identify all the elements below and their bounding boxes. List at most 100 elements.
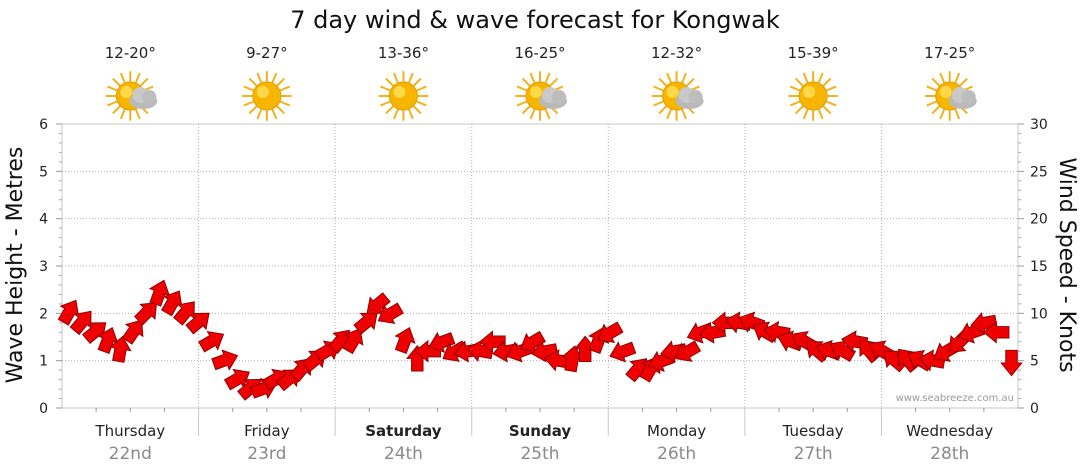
wind-arrow — [133, 302, 158, 326]
sun-ray — [959, 78, 968, 87]
wind-arrow — [982, 320, 1010, 344]
sun-ray — [408, 108, 414, 120]
sun-icon — [788, 71, 839, 121]
temperature-range: 16-25° — [514, 44, 565, 62]
sun-ray — [939, 72, 945, 84]
sun-ray — [802, 72, 809, 84]
wind-arrow — [97, 326, 119, 354]
day-name: Thursday — [94, 422, 165, 440]
sun-ray — [112, 105, 121, 114]
sun-ray — [416, 100, 427, 107]
sun-ray — [393, 108, 399, 120]
day-name: Sunday — [509, 422, 572, 440]
sun-ray — [658, 105, 667, 114]
sun-ray — [135, 72, 141, 84]
sun-ray — [243, 85, 254, 92]
sun-ray — [681, 108, 687, 120]
sun-ray — [817, 108, 824, 120]
right-axis-label: Wind Speed - Knots — [1054, 157, 1079, 372]
sun-ray — [120, 108, 126, 120]
day-date: 27th — [794, 444, 833, 464]
wind-arrow — [970, 311, 998, 335]
sun-highlight — [393, 86, 406, 98]
sun-ray — [413, 78, 422, 87]
sun-ray — [544, 72, 551, 84]
sun-ray — [666, 72, 672, 84]
day-date: 24th — [384, 444, 423, 464]
wind-arrow — [185, 312, 210, 335]
wind-arrow — [109, 335, 132, 363]
temperature-range: 17-25° — [924, 44, 975, 62]
wind-arrow — [573, 335, 597, 363]
sun-ray — [802, 108, 809, 120]
wind-arrow — [561, 345, 584, 373]
sun-ray — [248, 78, 258, 87]
sun-ray — [939, 108, 945, 120]
sun-ray — [817, 72, 824, 84]
cloud-part — [961, 90, 976, 104]
sun-ray — [826, 85, 837, 92]
sun-ray — [139, 78, 149, 87]
sun-ray — [135, 108, 141, 120]
sun-ray — [653, 85, 664, 92]
sun-ray — [822, 105, 832, 114]
sun-highlight — [939, 86, 952, 98]
wind-arrow — [161, 290, 183, 317]
cloud-part — [142, 90, 157, 104]
wind-arrow — [597, 321, 624, 344]
right-tick-label: 25 — [1030, 164, 1048, 180]
sun-ray — [112, 78, 121, 87]
sun-icon — [378, 71, 429, 121]
sun-ray — [926, 85, 937, 92]
day-date: 22nd — [109, 444, 152, 464]
sun-ray — [107, 85, 118, 92]
temperature-range: 12-32° — [651, 44, 702, 62]
partly-cloudy-icon — [924, 71, 977, 121]
temperature-range: 9-27° — [246, 44, 288, 62]
sun-highlight — [530, 86, 542, 98]
wind-arrow — [353, 312, 378, 335]
wind-arrow — [830, 340, 857, 362]
sun-ray — [931, 78, 941, 87]
left-tick-label: 1 — [39, 354, 48, 370]
sun-ray — [271, 108, 278, 120]
sun-highlight — [120, 86, 133, 98]
day-name: Tuesday — [782, 422, 844, 440]
day-name: Saturday — [365, 422, 442, 440]
sun-ray — [243, 100, 254, 107]
wind-arrow — [82, 322, 107, 345]
wind-arrow — [69, 310, 92, 336]
right-tick-label: 0 — [1030, 401, 1039, 417]
wind-arrow — [366, 292, 391, 314]
left-tick-label: 6 — [39, 117, 48, 133]
sun-ray — [544, 108, 551, 120]
sun-ray — [522, 105, 531, 114]
chart-title: 7 day wind & wave forecast for Kongwak — [290, 6, 780, 34]
left-axis-label: Wave Height - Metres — [3, 147, 28, 384]
cloud-part — [688, 90, 703, 104]
wind-arrow — [675, 340, 702, 362]
right-tick-label: 10 — [1030, 306, 1048, 322]
day-name: Monday — [647, 422, 706, 440]
left-tick-label: 4 — [39, 212, 48, 228]
sun-ray — [279, 85, 291, 92]
watermark: www.seabreeze.com.au — [896, 393, 1014, 404]
weather-row: 12-20° 9-27° 13-36° 16-25° 12-32° 15-39° 17-25… — [105, 44, 977, 121]
wind-arrow — [377, 302, 404, 325]
sun-ray — [549, 78, 558, 87]
sun-ray — [256, 108, 263, 120]
sun-ray — [276, 78, 285, 87]
day-date: 23rd — [247, 444, 286, 464]
temperature-range: 13-36° — [378, 44, 429, 62]
right-tick-label: 5 — [1030, 354, 1039, 370]
sun-ray — [279, 100, 291, 107]
sun-ray — [822, 78, 832, 87]
sun-ray — [529, 72, 536, 84]
sun-ray — [686, 78, 695, 87]
temperature-range: 15-39° — [788, 44, 839, 62]
wind-arrow — [121, 319, 144, 345]
day-name: Wednesday — [906, 422, 993, 440]
sun-ray — [931, 105, 941, 114]
partly-cloudy-icon — [515, 71, 567, 121]
